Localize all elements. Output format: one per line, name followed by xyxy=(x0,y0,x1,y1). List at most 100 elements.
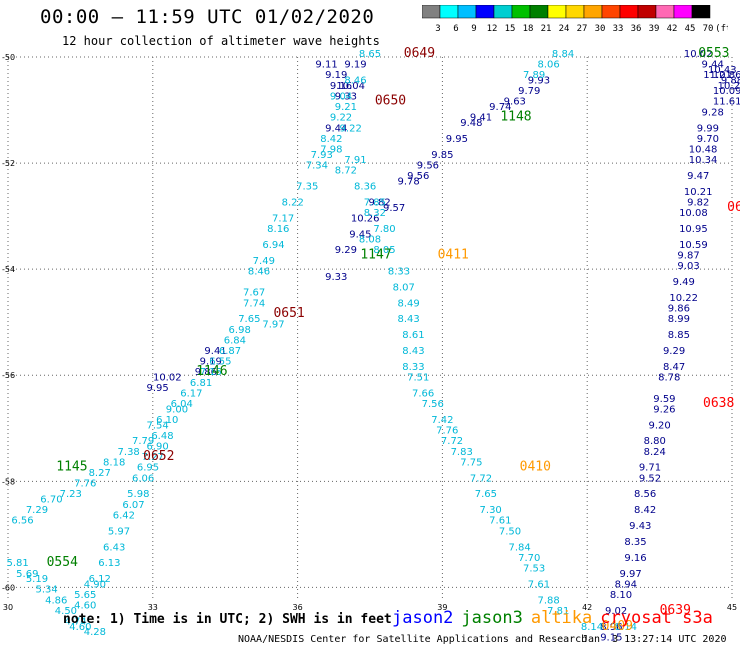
legend-entry: jason3 xyxy=(461,608,523,628)
wave-height-point: 7.98 xyxy=(320,144,342,155)
wave-height-point: 7.70 xyxy=(518,553,540,564)
time-label: 0638 xyxy=(703,396,734,411)
wave-height-point: 6.13 xyxy=(98,558,120,569)
wave-height-point: 9.22 xyxy=(330,113,352,124)
wave-height-point: 9.47 xyxy=(687,171,709,182)
wave-height-point: 8.33 xyxy=(388,266,410,277)
wave-height-point: 7.80 xyxy=(373,224,395,235)
wave-height-point: 6.17 xyxy=(180,388,202,399)
wave-height-point: 10.02 xyxy=(684,49,713,60)
time-label: 0409 xyxy=(602,619,633,634)
colorbar-label: (ft) xyxy=(715,24,728,34)
wave-height-point: 8.22 xyxy=(282,198,304,209)
wave-height-point: 6.10 xyxy=(156,415,178,426)
colorbar-label: 33 xyxy=(613,24,624,34)
wave-height-point: 7.83 xyxy=(451,447,473,458)
colorbar-label: 9 xyxy=(471,24,476,34)
wave-height-point: 8.16 xyxy=(267,224,289,235)
wave-height-point: 9.63 xyxy=(504,97,526,108)
wave-height-point: 8.65 xyxy=(359,49,381,60)
y-tick-label: -56 xyxy=(2,371,15,380)
wave-height-point: 4.50 xyxy=(55,606,77,617)
wave-height-point: 7.61 xyxy=(528,579,550,590)
wave-height-point: 5.98 xyxy=(127,489,149,500)
time-label: 0652 xyxy=(143,449,174,464)
time-label: 0410 xyxy=(520,460,551,475)
wave-height-point: 8.35 xyxy=(624,537,646,548)
wave-height-point: 6.04 xyxy=(171,399,193,410)
wave-height-point: 10.86 xyxy=(713,70,740,81)
chart-subtitle: 12 hour collection of altimeter wave hei… xyxy=(62,34,380,48)
wave-height-point: 10.59 xyxy=(679,240,708,251)
wave-height-point: 7.97 xyxy=(262,320,284,331)
wave-height-point: 7.85 xyxy=(364,198,386,209)
colorbar-label: 12 xyxy=(487,24,498,34)
wave-height-point: 10.48 xyxy=(689,144,718,155)
time-label: 1146 xyxy=(196,364,227,379)
wave-height-point: 7.51 xyxy=(407,373,429,384)
time-label: 0639 xyxy=(660,603,691,618)
wave-height-point: 8.18 xyxy=(103,457,125,468)
wave-height-point: 9.04 xyxy=(330,91,352,102)
wave-height-point: 7.72 xyxy=(441,436,463,447)
wave-height-point: 5.81 xyxy=(7,558,29,569)
wave-height-point: 8.78 xyxy=(658,373,680,384)
wave-height-point: 6.98 xyxy=(229,325,251,336)
wave-height-point: 8.61 xyxy=(402,330,424,341)
wave-height-point: 9.41 xyxy=(204,346,226,357)
wave-height-point: 8.36 xyxy=(354,182,376,193)
wave-height-point: 9.26 xyxy=(653,404,675,415)
wave-height-point: 9.43 xyxy=(629,521,651,532)
wave-height-point: 9.22 xyxy=(340,123,362,134)
wave-height-point: 9.16 xyxy=(624,553,646,564)
wave-height-point: 7.42 xyxy=(431,415,453,426)
wave-height-point: 9.45 xyxy=(349,229,371,240)
wave-height-point: 10.04 xyxy=(336,81,365,92)
wave-height-point: 9.00 xyxy=(166,404,188,415)
wave-height-point: 10.22 xyxy=(669,293,698,304)
time-label: 1147 xyxy=(360,248,391,263)
wave-height-point: 4.90 xyxy=(84,579,106,590)
wave-height-point: 8.42 xyxy=(320,134,342,145)
x-tick-label: 30 xyxy=(3,603,13,612)
wave-height-point: 7.35 xyxy=(296,182,318,193)
colorbar-label: 3 xyxy=(435,24,440,34)
wave-height-point: 9.20 xyxy=(648,420,670,431)
wave-height-point: 10.34 xyxy=(689,155,718,166)
legend-entry: altika xyxy=(530,608,593,628)
footer-note: note: 1) Time is in UTC; 2) SWH is in fe… xyxy=(63,612,392,627)
wave-height-point: 7.84 xyxy=(508,542,530,553)
wave-height-point: 8.42 xyxy=(634,505,656,516)
wave-height-point: 5.19 xyxy=(26,574,48,585)
time-label: 0554 xyxy=(47,555,78,570)
time-label: 0649 xyxy=(404,46,435,61)
x-tick-label: 42 xyxy=(582,603,592,612)
wave-height-point: 6.90 xyxy=(146,441,168,452)
wave-height-point: 9.21 xyxy=(335,102,357,113)
colorbar-label: 18 xyxy=(523,24,534,34)
wave-height-point: 10.24 xyxy=(718,81,740,92)
colorbar-label: 27 xyxy=(577,24,588,34)
wave-height-point: 11.21 xyxy=(703,70,732,81)
wave-height-point: 9.33 xyxy=(335,91,357,102)
wave-height-point: 8.46 xyxy=(248,266,270,277)
wave-height-point: 6.70 xyxy=(40,495,62,506)
wave-height-point: 8.72 xyxy=(335,166,357,177)
wave-height-point: 9.33 xyxy=(325,272,347,283)
x-tick-label: 39 xyxy=(437,603,447,612)
wave-height-point: 9.44 xyxy=(702,60,724,71)
wave-height-point: 7.89 xyxy=(523,70,545,81)
wave-height-point: 6.94 xyxy=(262,240,284,251)
x-tick-label: 45 xyxy=(727,603,737,612)
wave-height-point: 9.86 xyxy=(668,304,690,315)
colorbar-label: 15 xyxy=(505,24,516,34)
wave-height-point: 7.79 xyxy=(132,436,154,447)
wave-height-point: 9.48 xyxy=(460,118,482,129)
wave-height-point: 9.93 xyxy=(528,76,550,87)
wave-height-point: 8.80 xyxy=(644,436,666,447)
wave-height-point: 7.88 xyxy=(537,595,559,606)
wave-height-point: 5.65 xyxy=(74,590,96,601)
wave-height-point: 7.53 xyxy=(523,563,545,574)
wave-height-point: 9.02 xyxy=(605,606,627,617)
